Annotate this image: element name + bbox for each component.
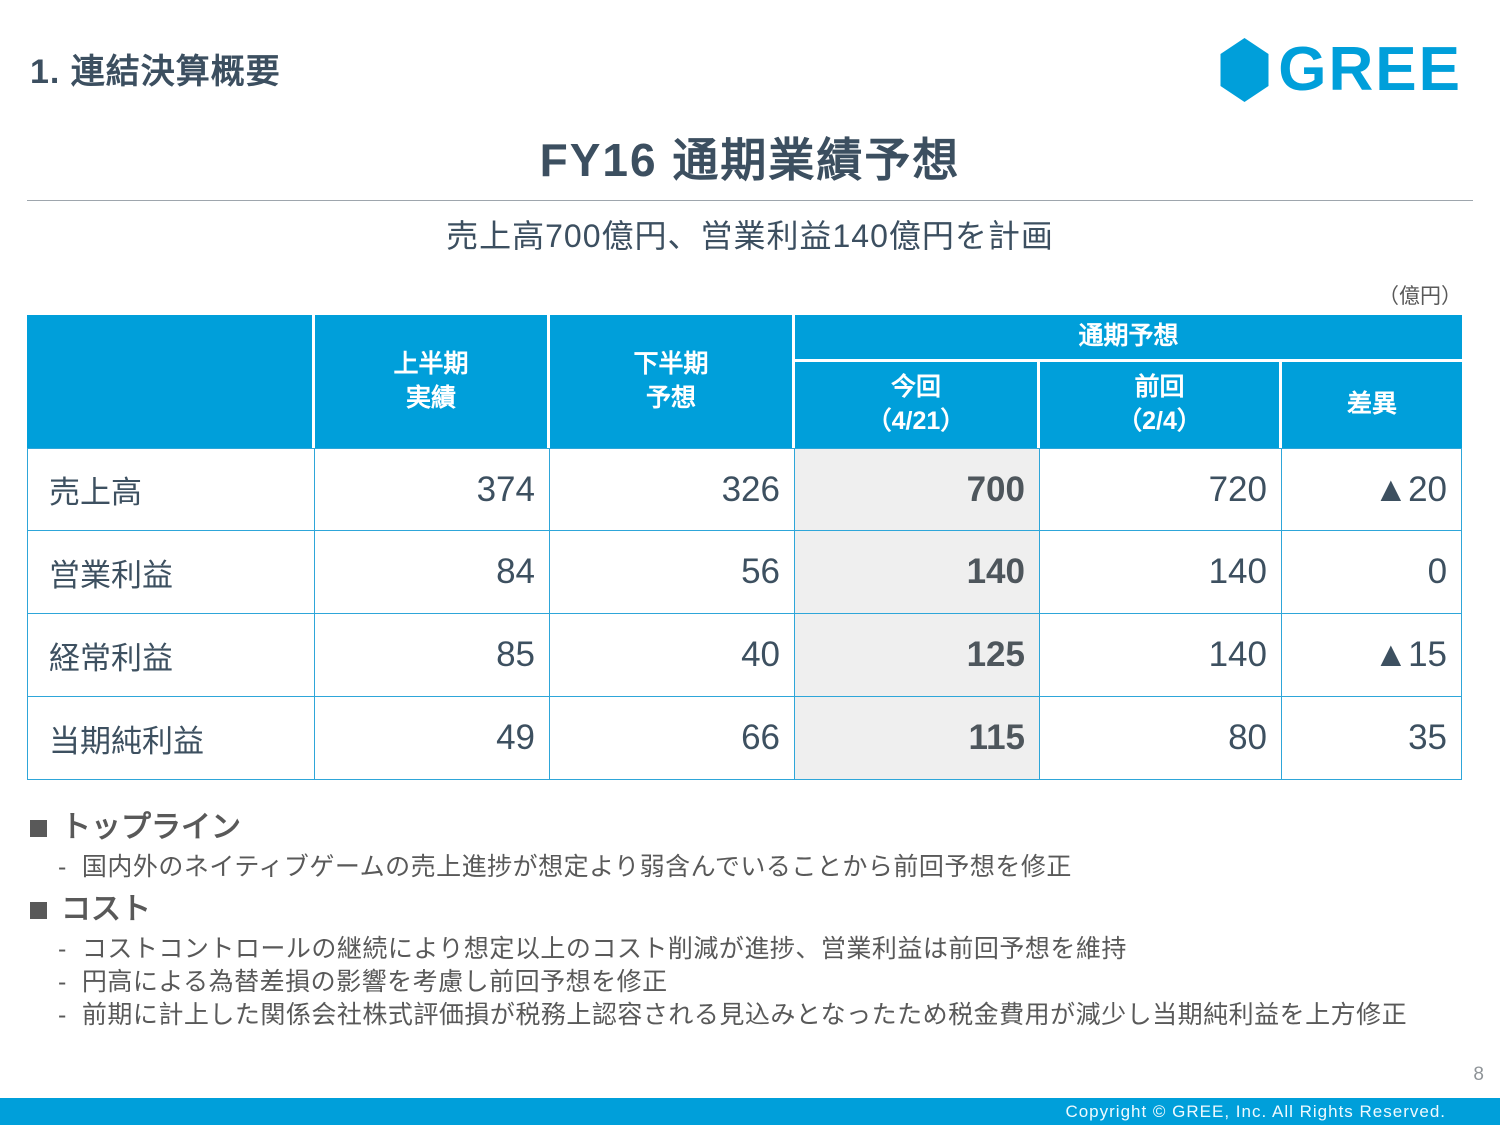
bullet-dash-icon: -: [58, 1001, 67, 1029]
cell-diff: 35: [1282, 697, 1463, 780]
bullet-text: 円高による為替差損の影響を考慮し前回予想を修正: [81, 968, 668, 996]
table-header-row-2: 今回 （4/21） 前回 （2/4） 差異: [27, 362, 1463, 448]
header-previous: 前回 （2/4）: [1040, 362, 1282, 448]
subtitle: 売上高700億円、営業利益140億円を計画: [446, 218, 1054, 254]
cell-first-half: 84: [315, 531, 550, 614]
note-bullets-cost: - コストコントロールの継続により想定以上のコスト削減が進捗、営業利益は前回予想…: [58, 933, 1470, 1032]
page-title: FY16 通期業績予想: [539, 134, 961, 186]
cell-diff: ▲15: [1282, 614, 1463, 697]
bullet-text: 国内外のネイティブゲームの売上進捗が想定より弱含んでいることから前回予想を修正: [81, 853, 1072, 881]
header-full-year: 通期予想: [795, 315, 1463, 362]
list-item: - 円高による為替差損の影響を考慮し前回予想を修正: [58, 966, 1470, 999]
table-row: 売上高 374 326 700 720 ▲20: [27, 448, 1463, 531]
cell-first-half: 49: [315, 697, 550, 780]
gree-hexagon-icon: [1220, 38, 1269, 102]
header-blank-cell: [27, 315, 315, 448]
cell-current: 115: [795, 697, 1040, 780]
gree-logo-text: GREE: [1278, 35, 1462, 104]
forecast-table: 上半期 実績 下半期 予想 通期予想 今回 （4/21） 前回 （2/4） 差異…: [27, 315, 1463, 780]
table-row: 当期純利益 49 66 115 80 35: [27, 697, 1463, 780]
header-second-half: 下半期 予想: [550, 315, 795, 448]
table-header-row-1: 上半期 実績 下半期 予想 通期予想: [27, 315, 1463, 448]
cell-first-half: 85: [315, 614, 550, 697]
row-label: 営業利益: [27, 531, 315, 614]
unit-note: （億円）: [1378, 285, 1462, 308]
bullet-dash-icon: -: [58, 968, 67, 996]
note-heading-topline: トップライン: [30, 806, 1470, 850]
cell-previous: 80: [1040, 697, 1282, 780]
cell-current: 125: [795, 614, 1040, 697]
row-label: 経常利益: [27, 614, 315, 697]
note-heading-cost: コスト: [30, 888, 1470, 932]
note-heading-label: トップライン: [61, 811, 241, 844]
cell-second-half: 56: [550, 531, 795, 614]
cell-current: 140: [795, 531, 1040, 614]
bullet-square-icon: [30, 819, 47, 837]
cell-previous: 140: [1040, 531, 1282, 614]
bullet-dash-icon: -: [58, 853, 67, 881]
bullet-text: コストコントロールの継続により想定以上のコスト削減が進捗、営業利益は前回予想を維…: [81, 935, 1127, 963]
cell-diff: ▲20: [1282, 448, 1463, 531]
title-divider-line: [27, 200, 1473, 201]
cell-diff: 0: [1282, 531, 1463, 614]
cell-first-half: 374: [315, 448, 550, 531]
bullet-dash-icon: -: [58, 935, 67, 963]
table-row: 営業利益 84 56 140 140 0: [27, 531, 1463, 614]
page-number: 8: [1473, 1064, 1484, 1085]
footer-bar: Copyright © GREE, Inc. All Rights Reserv…: [0, 1098, 1500, 1125]
header-diff: 差異: [1282, 362, 1463, 448]
header-current: 今回 （4/21）: [795, 362, 1040, 448]
note-heading-label: コスト: [61, 893, 151, 926]
list-item: - 国内外のネイティブゲームの売上進捗が想定より弱含んでいることから前回予想を修…: [58, 851, 1470, 884]
table-row: 経常利益 85 40 125 140 ▲15: [27, 614, 1463, 697]
cell-current: 700: [795, 448, 1040, 531]
section-heading: 1. 連結決算概要: [30, 53, 281, 91]
cell-second-half: 40: [550, 614, 795, 697]
bullet-text: 前期に計上した関係会社株式評価損が税務上認容される見込みとなったため税金費用が減…: [81, 1001, 1408, 1029]
bullet-square-icon: [30, 901, 47, 919]
gree-logo: GREE: [1220, 38, 1462, 102]
list-item: - 前期に計上した関係会社株式評価損が税務上認容される見込みとなったため税金費用…: [58, 999, 1470, 1032]
note-bullets-topline: - 国内外のネイティブゲームの売上進捗が想定より弱含んでいることから前回予想を修…: [58, 851, 1470, 884]
cell-second-half: 66: [550, 697, 795, 780]
row-label: 当期純利益: [27, 697, 315, 780]
cell-previous: 720: [1040, 448, 1282, 531]
list-item: - コストコントロールの継続により想定以上のコスト削減が進捗、営業利益は前回予想…: [58, 933, 1470, 966]
cell-previous: 140: [1040, 614, 1282, 697]
copyright-text: Copyright © GREE, Inc. All Rights Reserv…: [1065, 1101, 1446, 1121]
row-label: 売上高: [27, 448, 315, 531]
header-first-half: 上半期 実績: [315, 315, 550, 448]
notes-section: トップライン - 国内外のネイティブゲームの売上進捗が想定より弱含んでいることか…: [30, 806, 1470, 1036]
cell-second-half: 326: [550, 448, 795, 531]
